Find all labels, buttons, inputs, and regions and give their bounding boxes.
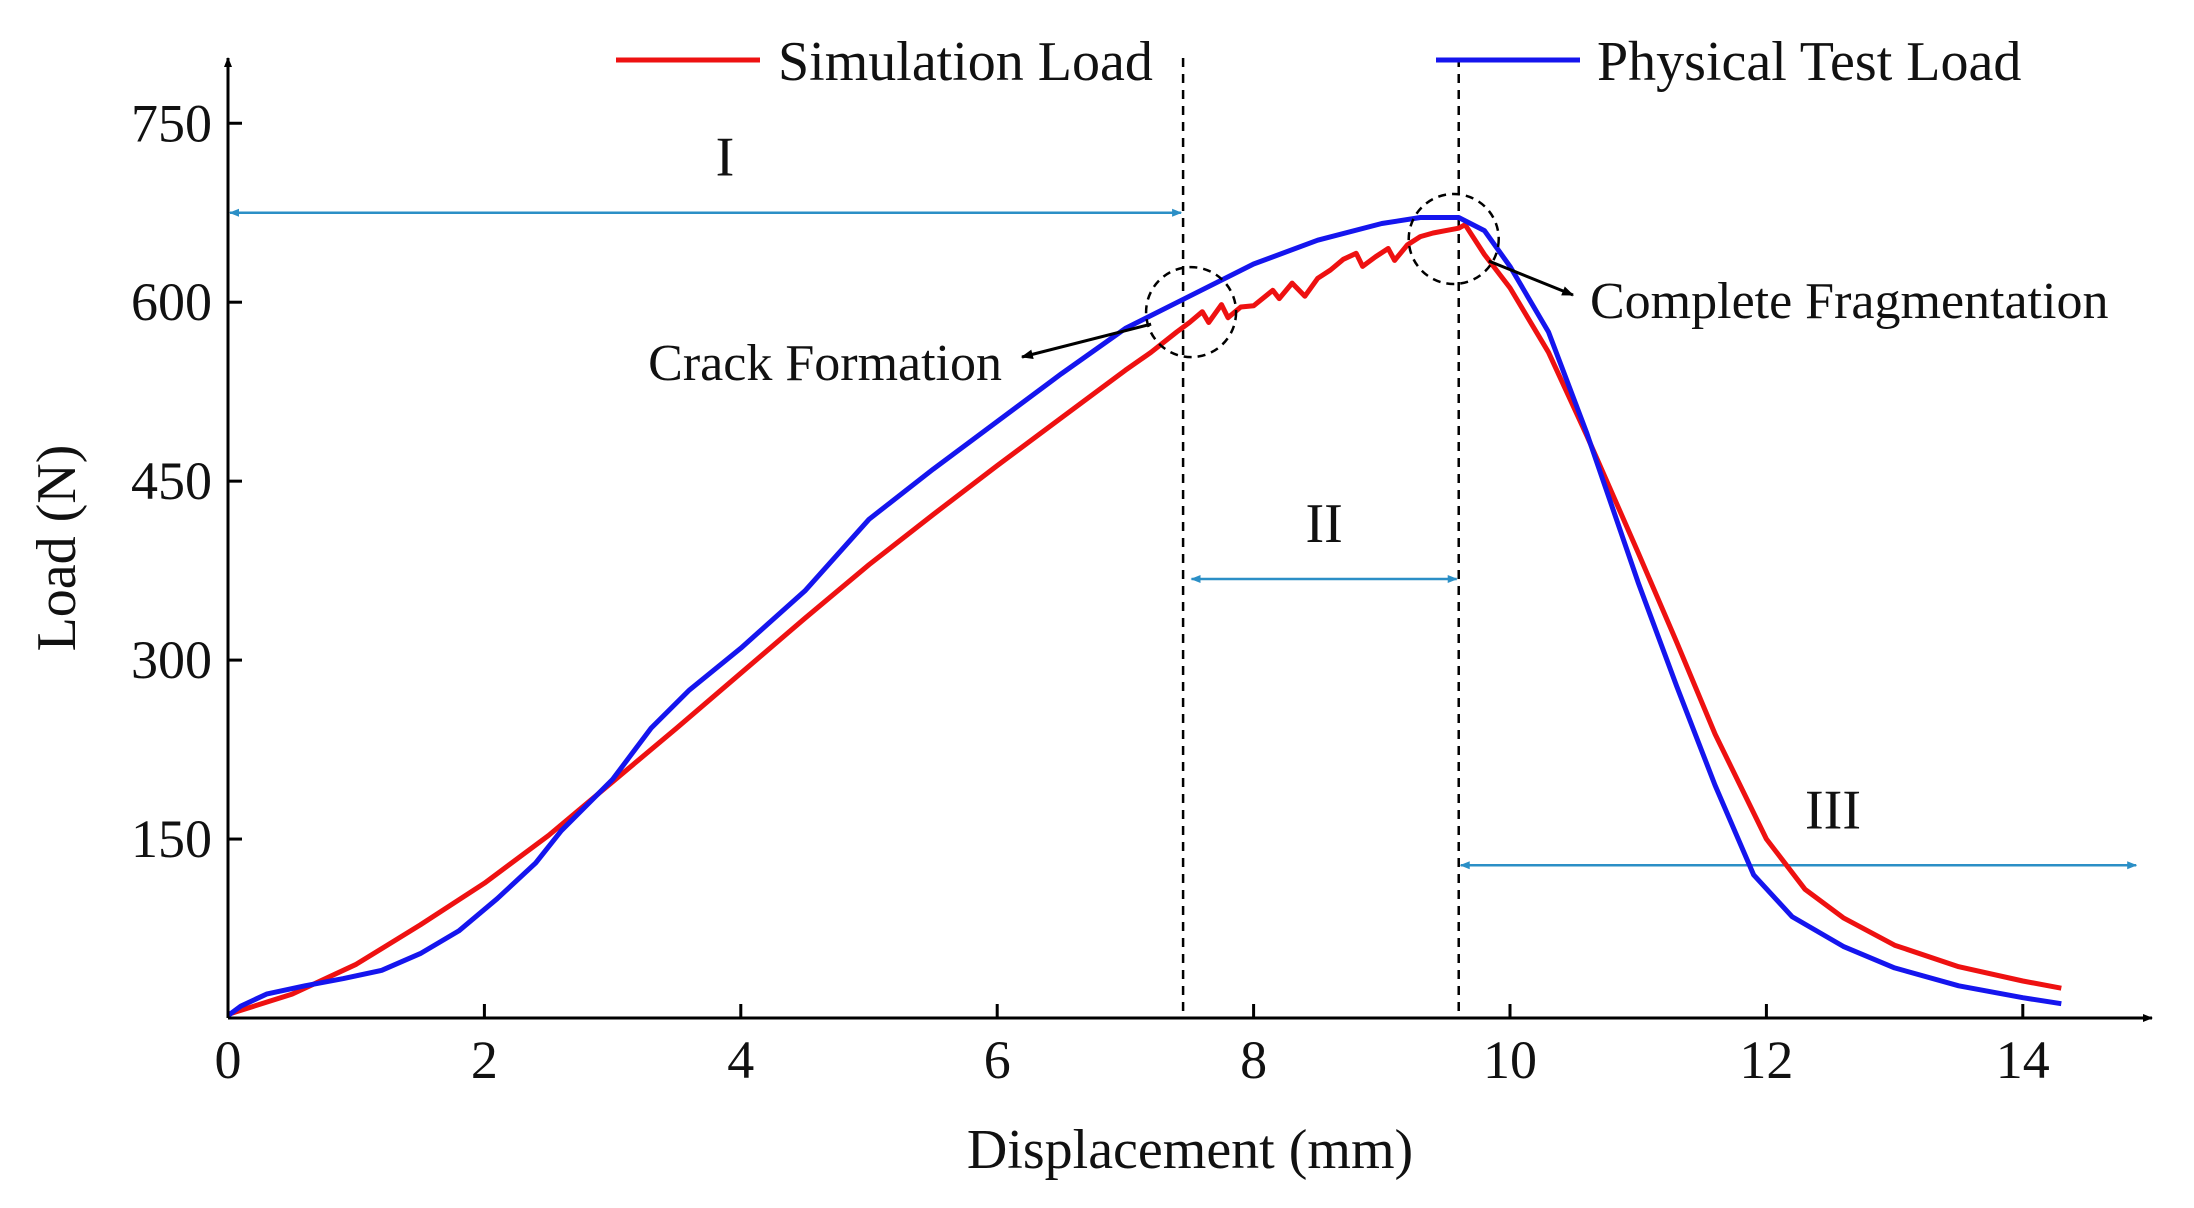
y-tick-group: 150 300 450 600 750 [131,93,242,869]
x-tick-label: 6 [984,1030,1011,1090]
crack-formation-label: Crack Formation [648,335,1002,392]
x-tick-group: 0 2 4 6 8 10 12 14 [215,1004,2050,1090]
x-tick-label: 12 [1739,1030,1793,1090]
simulation-load-line [227,222,2062,1017]
y-tick-label: 750 [131,93,212,153]
x-tick-label: 2 [471,1030,498,1090]
physical-test-load-line [226,215,2062,1018]
stage-label: III [1805,779,1861,841]
x-tick-label: 4 [727,1030,754,1090]
complete-fragmentation-pointer [1488,259,1575,297]
x-tick-label: 0 [215,1030,242,1090]
stage-label: I [716,127,735,189]
complete-fragmentation-marker [1407,192,1500,286]
legend: Simulation Load Physical Test Load [616,31,2021,93]
crack-formation-pointer [1020,322,1152,359]
crack-formation-marker [1144,265,1238,359]
y-tick-label: 600 [131,272,212,332]
y-tick-label: 150 [131,809,212,869]
legend-label-physical: Physical Test Load [1597,31,2021,93]
x-tick-label: 14 [1996,1030,2050,1090]
x-tick-label: 10 [1483,1030,1537,1090]
legend-label-simulation: Simulation Load [778,31,1153,93]
complete-fragmentation-label: Complete Fragmentation [1590,273,2108,330]
stage-label: II [1305,493,1342,555]
y-tick-label: 450 [131,451,212,511]
y-axis-title: Load (N) [26,445,88,652]
x-tick-label: 8 [1240,1030,1267,1090]
x-axis-title: Displacement (mm) [967,1119,1413,1181]
y-tick-label: 300 [131,630,212,690]
